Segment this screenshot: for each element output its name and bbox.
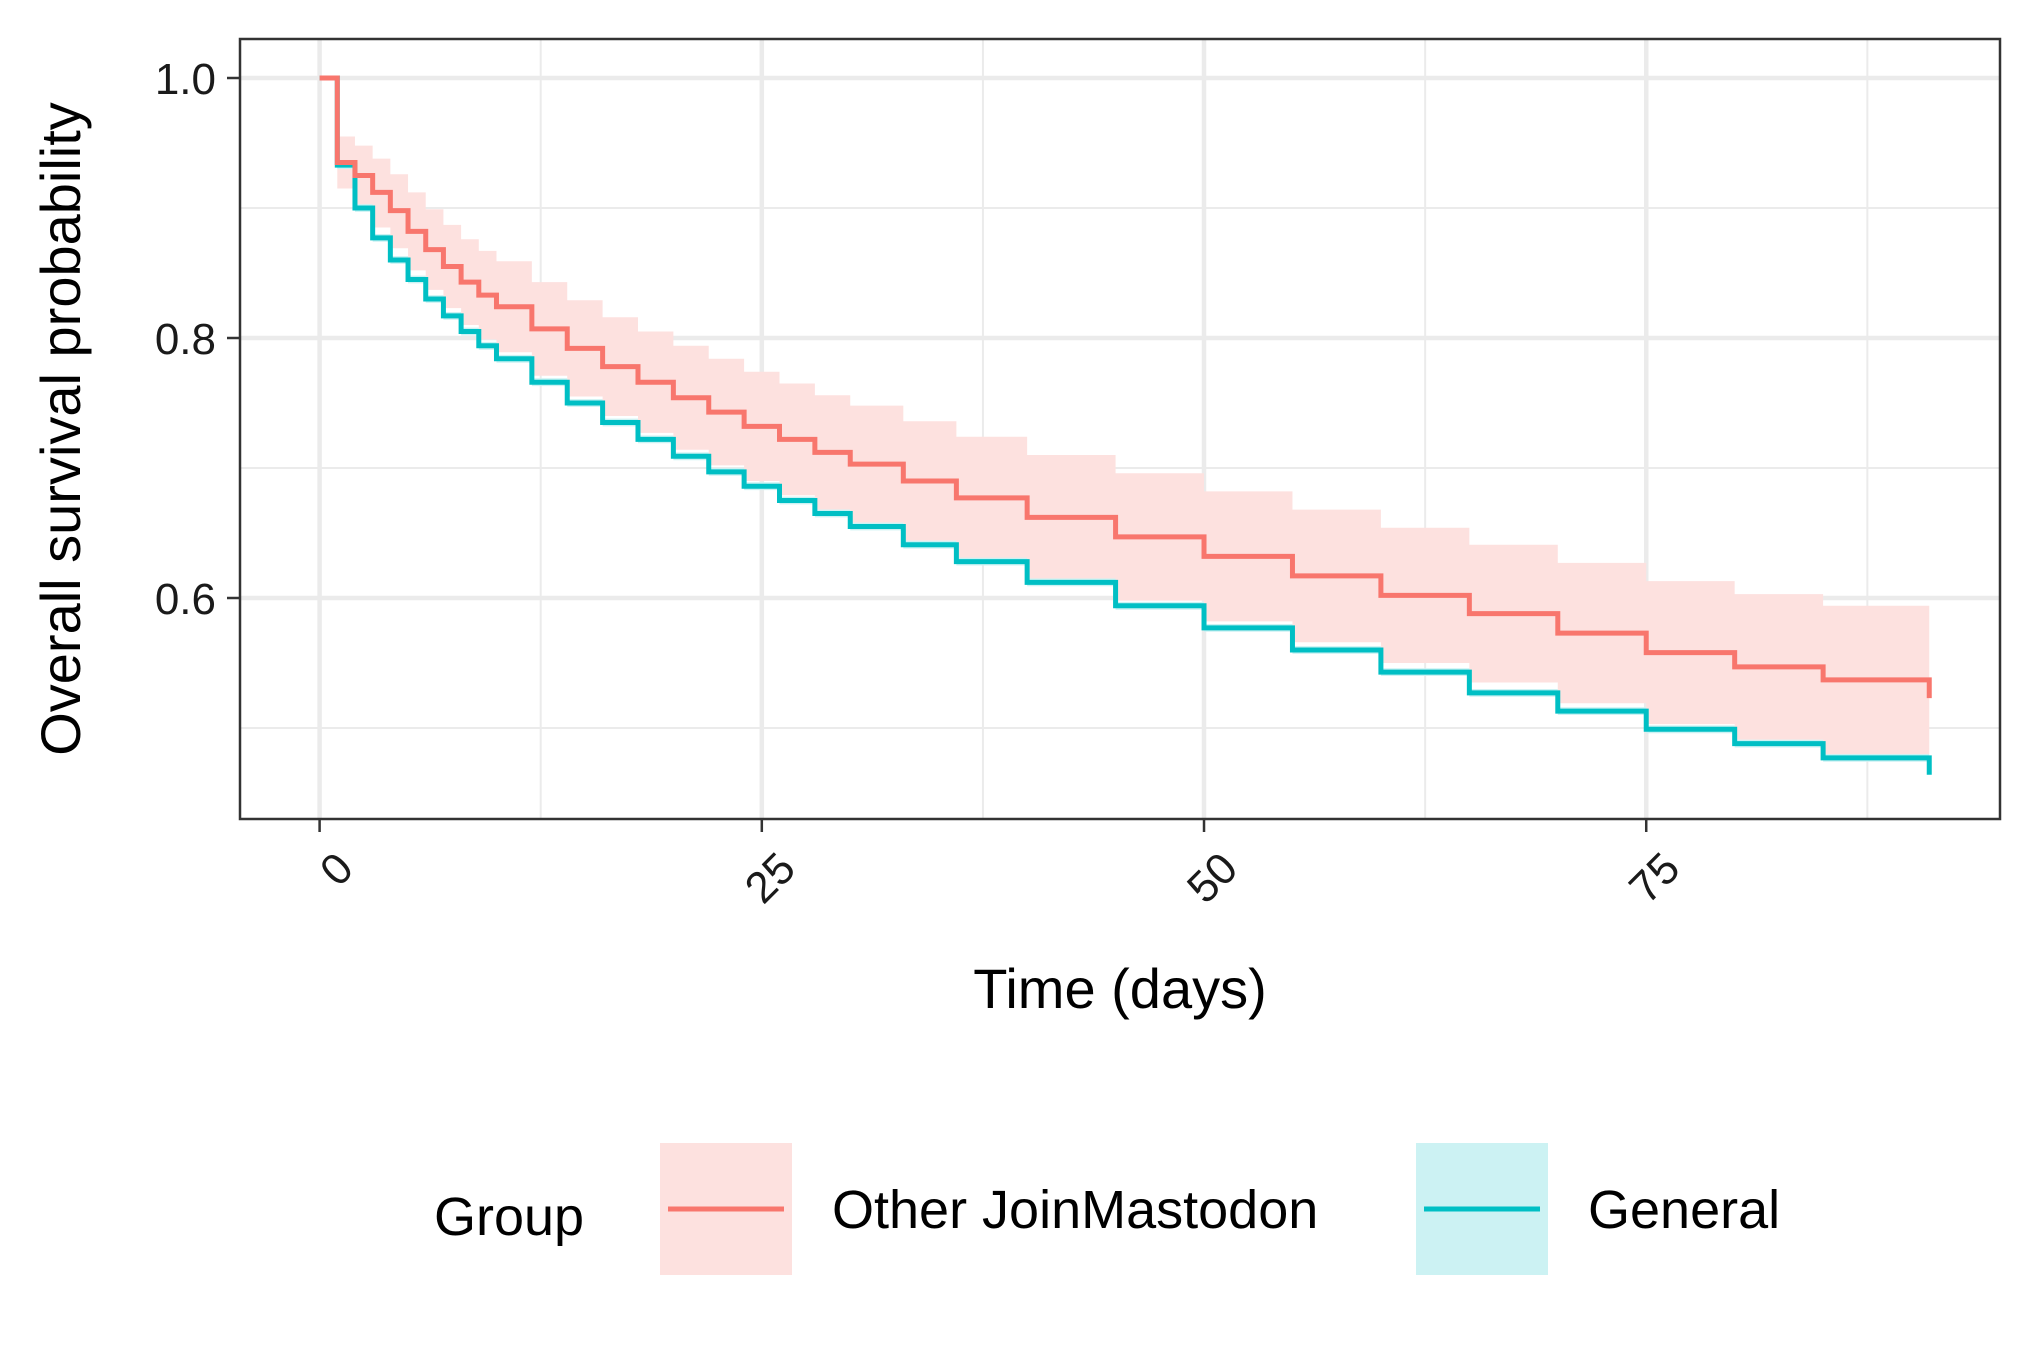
legend-title: Group <box>434 1187 584 1247</box>
x-axis-title: Time (days) <box>973 957 1267 1020</box>
legend-label: Other JoinMastodon <box>832 1180 1318 1240</box>
y-axis-title: Overall survival probability <box>29 102 92 756</box>
confidence-bands <box>319 78 1930 779</box>
y-tick-label: 0.6 <box>155 575 216 624</box>
y-tick-label: 0.8 <box>155 315 216 364</box>
survival-line <box>319 75 1932 699</box>
y-tick-label: 1.0 <box>155 55 216 104</box>
legend: Group Other JoinMastodon General <box>434 1143 1780 1275</box>
legend-label: General <box>1588 1180 1780 1240</box>
plot-panel-border <box>238 37 2002 821</box>
survival-curves <box>319 75 1932 775</box>
survival-line <box>319 75 1932 775</box>
confidence-band <box>319 78 1930 765</box>
